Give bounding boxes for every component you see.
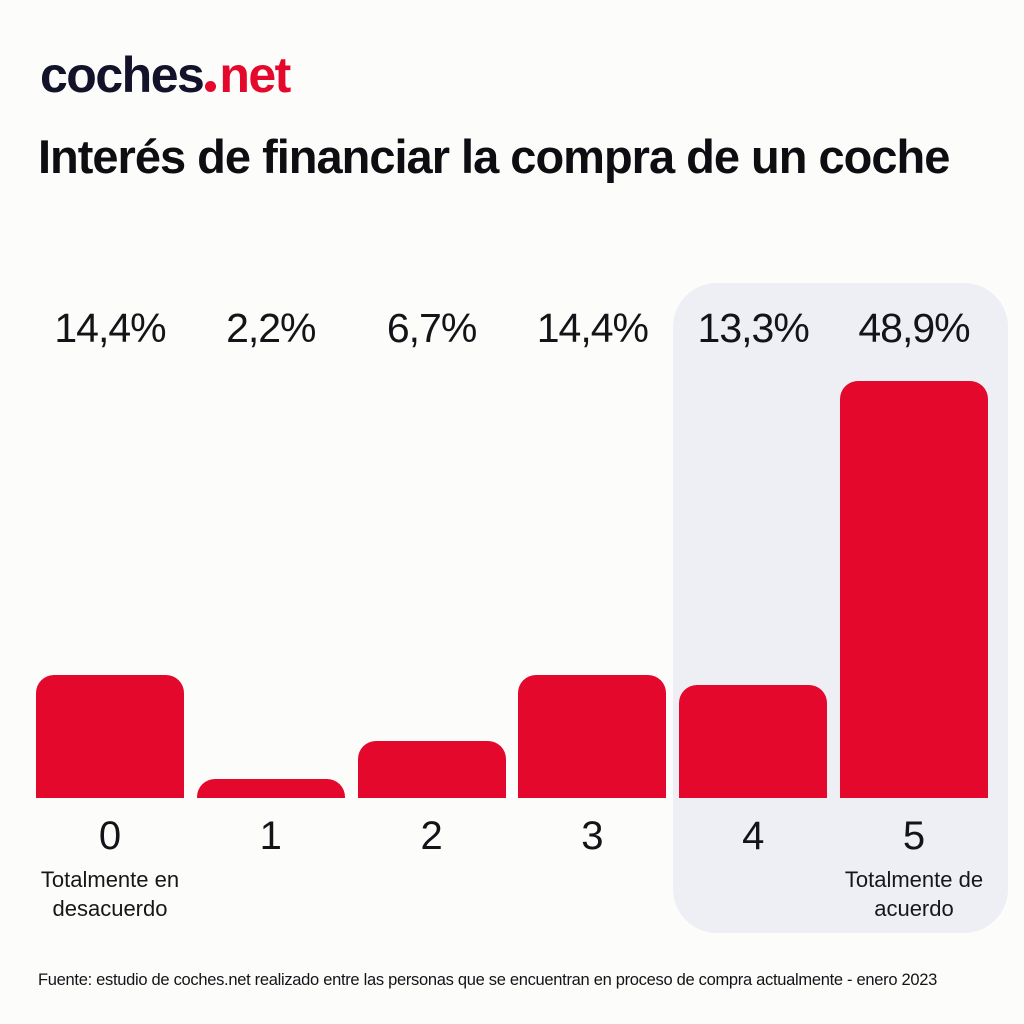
- axis-cell-0: 0 Totalmente en desacuerdo: [36, 814, 184, 923]
- tick-label-3: 3: [581, 814, 604, 858]
- tick-label-1: 1: [259, 814, 282, 858]
- coches-net-logo: coches net: [40, 46, 291, 104]
- page-title: Interés de financiar la compra de un coc…: [38, 130, 950, 183]
- value-label-4: 13,3%: [697, 305, 810, 351]
- axis-cell-1: 1: [197, 814, 345, 923]
- bar-2: [357, 741, 506, 798]
- logo-net: net: [219, 47, 291, 103]
- category-sublabel-5: Totalmente de acuerdo: [844, 867, 984, 922]
- axis-cell-4: 4: [679, 814, 827, 923]
- value-label-1: 2,2%: [226, 305, 316, 351]
- axis-cell-2: 2: [358, 814, 506, 923]
- x-axis: 0 Totalmente en desacuerdo 1 2 3 4 5 T: [36, 814, 988, 923]
- value-label-2: 6,7%: [386, 305, 477, 351]
- bar-4: [679, 685, 828, 798]
- axis-cell-3: 3: [518, 814, 666, 923]
- tick-label-2: 2: [420, 814, 443, 858]
- logo-dot-icon: [205, 81, 217, 92]
- bar-5: [839, 381, 988, 798]
- axis-cell-5: 5 Totalmente de acuerdo: [840, 814, 988, 923]
- tick-label-4: 4: [742, 814, 765, 858]
- bar-1: [196, 779, 345, 798]
- footer-source: Fuente: estudio de coches.net realizado …: [38, 971, 938, 989]
- bars-row: [36, 378, 988, 798]
- tick-label-5: 5: [902, 814, 926, 858]
- bar-3: [518, 675, 667, 798]
- tick-label-0: 0: [98, 814, 122, 858]
- value-label-3: 14,4%: [536, 305, 649, 351]
- value-labels-row: 14,4% 2,2% 6,7% 14,4% 13,3% 48,9%: [36, 305, 988, 352]
- bar-0: [36, 675, 184, 798]
- value-label-5: 48,9%: [858, 305, 970, 351]
- value-label-0: 14,4%: [54, 305, 166, 351]
- logo-coches: coches: [40, 47, 205, 103]
- category-sublabel-0: Totalmente en desacuerdo: [40, 867, 180, 922]
